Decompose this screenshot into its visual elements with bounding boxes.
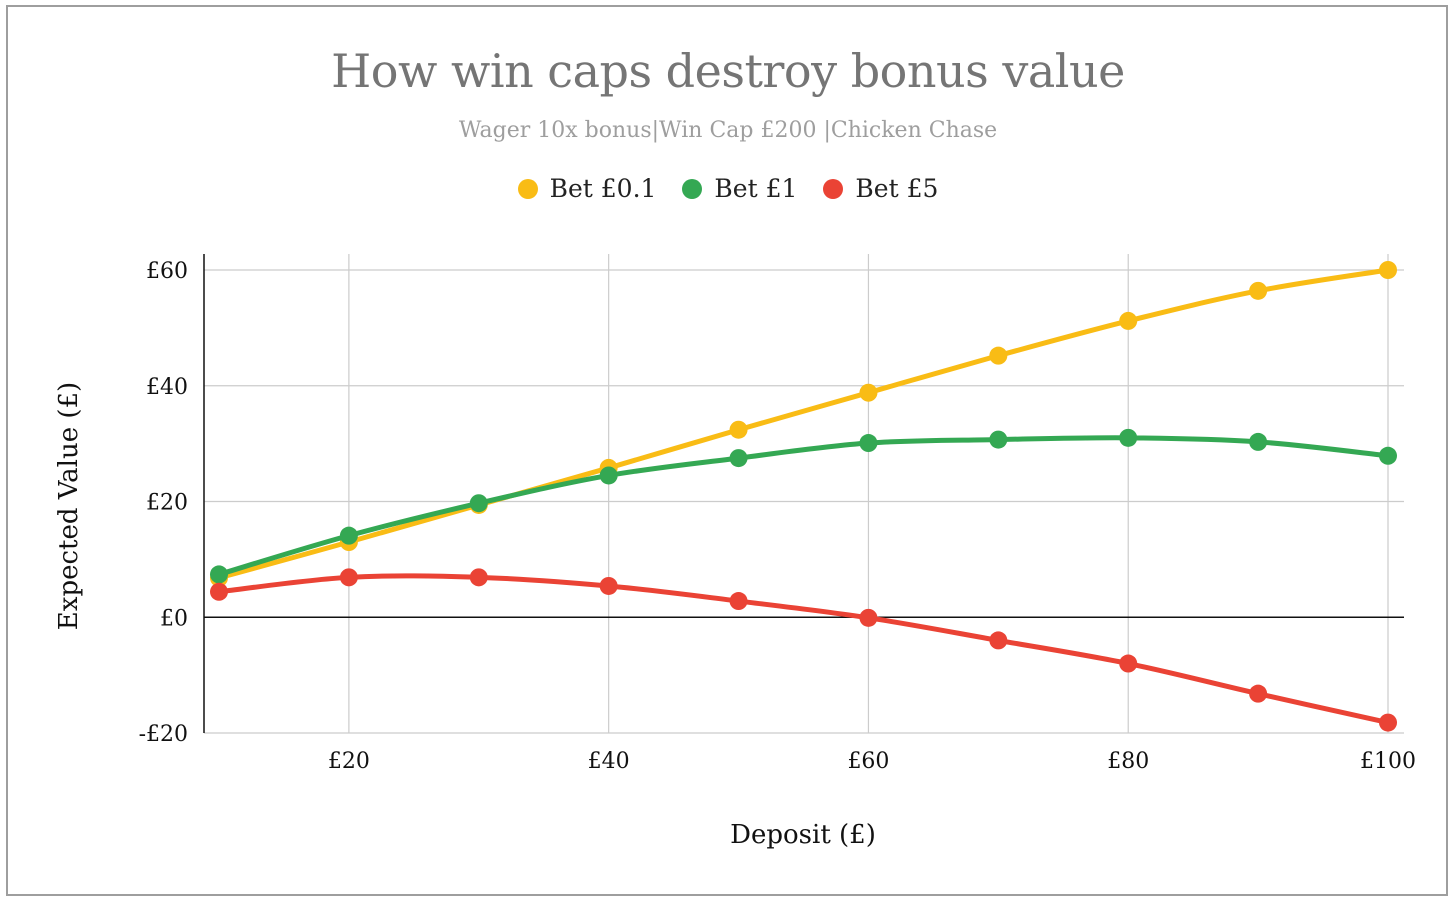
legend-marker-bet-0-1 [517, 178, 538, 199]
x-tick-label: £100 [1360, 749, 1416, 774]
data-point [729, 449, 748, 468]
legend-marker-bet-5 [823, 178, 844, 199]
y-tick-label: £40 [146, 375, 188, 400]
data-point [859, 608, 878, 627]
data-point [729, 420, 748, 439]
data-point [859, 383, 878, 402]
data-point [210, 565, 228, 584]
data-point [989, 631, 1008, 650]
data-point [339, 526, 358, 545]
x-tick-label: £40 [588, 749, 630, 774]
data-point [989, 430, 1008, 449]
y-axis-title: Expected Value (£) [54, 382, 84, 630]
y-tick-label: £60 [146, 259, 188, 284]
chart-frame [6, 5, 1448, 896]
legend-marker-bet-1 [682, 178, 703, 199]
data-point [1249, 684, 1268, 703]
data-point [1379, 713, 1397, 732]
data-point [469, 494, 488, 513]
legend-item-bet-1: Bet £1 [682, 174, 797, 203]
chart-title: How win caps destroy bonus value [331, 44, 1125, 98]
legend-label-bet-0-1: Bet £0.1 [549, 174, 657, 203]
x-axis-title: Deposit (£) [730, 820, 876, 850]
series-line [216, 573, 1391, 726]
data-point [1249, 281, 1268, 300]
data-point [989, 346, 1008, 365]
data-point [1379, 446, 1397, 465]
x-tick-label: £60 [847, 749, 889, 774]
y-tick-label: £20 [146, 491, 188, 516]
x-tick-label: £20 [328, 749, 370, 774]
data-point [469, 568, 488, 587]
data-point [1119, 654, 1138, 673]
chart-subtitle: Wager 10x bonus|Win Cap £200 |Chicken Ch… [458, 118, 998, 143]
series-line [216, 267, 1391, 581]
legend-item-bet-5: Bet £5 [823, 174, 938, 203]
series-line [216, 435, 1391, 577]
x-tick-label: £80 [1107, 749, 1149, 774]
data-point [1119, 428, 1138, 447]
legend-label-bet-5: Bet £5 [855, 174, 939, 203]
y-tick-label: £0 [160, 606, 188, 631]
data-point [599, 576, 618, 595]
y-tick-label: -£20 [139, 722, 188, 747]
data-point [1119, 311, 1138, 330]
legend-item-bet-0-1: Bet £0.1 [517, 174, 657, 203]
chart-legend: Bet £0.1 Bet £1 Bet £5 [0, 174, 1456, 203]
data-point [599, 466, 618, 485]
data-point [210, 582, 228, 601]
data-point [729, 592, 748, 611]
data-point [339, 568, 358, 587]
data-point [1379, 261, 1397, 279]
legend-label-bet-1: Bet £1 [714, 174, 798, 203]
data-point [859, 434, 878, 453]
data-point [1249, 432, 1268, 451]
